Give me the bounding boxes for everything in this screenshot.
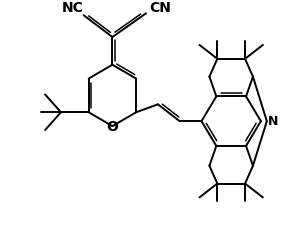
Text: N: N [268, 115, 278, 128]
Text: CN: CN [149, 1, 171, 15]
Text: O: O [106, 120, 118, 134]
Text: NC: NC [62, 1, 84, 15]
